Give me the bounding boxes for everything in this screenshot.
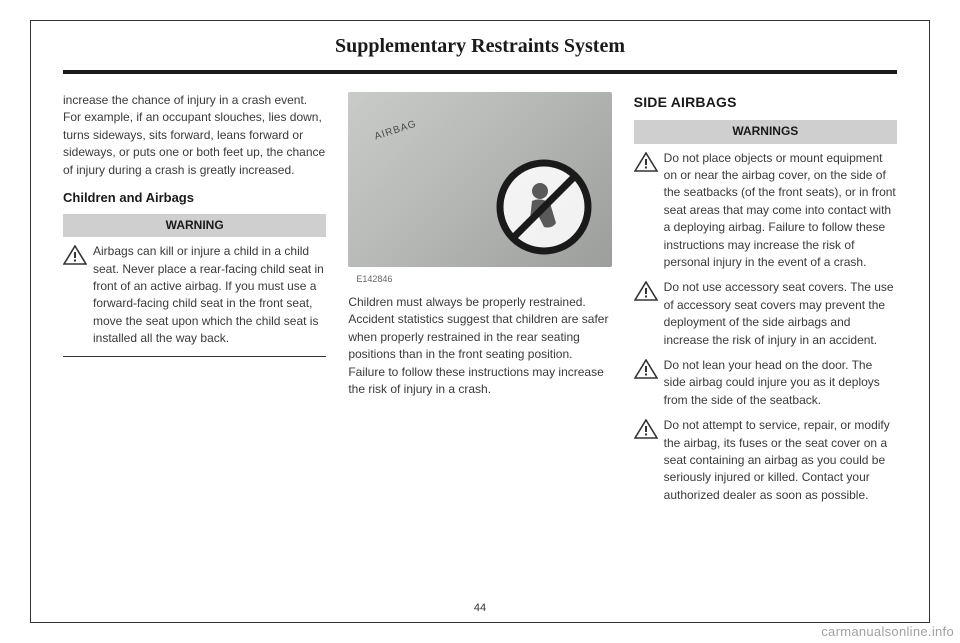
warning-block-1: Do not place objects or mount equipment …: [634, 150, 897, 272]
warning-block: Airbags can kill or injure a child in a …: [63, 243, 326, 347]
page-number: 44: [31, 602, 929, 614]
page-title: Supplementary Restraints System: [63, 35, 897, 58]
column-2: AIRBAG E142846 Children must always be p…: [348, 92, 611, 512]
column-3: SIDE AIRBAGS WARNINGS Do not place objec…: [634, 92, 897, 512]
header-divider: [63, 70, 897, 74]
warning-block-3: Do not lean your head on the door. The s…: [634, 357, 897, 409]
warning-icon: [63, 245, 87, 265]
warning-icon: [634, 419, 658, 439]
manual-page: Supplementary Restraints System increase…: [30, 20, 930, 623]
warning-block-4: Do not attempt to service, repair, or mo…: [634, 417, 897, 504]
children-restraint-paragraph: Children must always be properly restrai…: [348, 294, 611, 398]
warning-2-text: Do not use accessory seat covers. The us…: [664, 280, 894, 346]
warning-text: Airbags can kill or injure a child in a …: [93, 244, 324, 345]
airbag-figure: AIRBAG: [348, 92, 611, 267]
content-columns: increase the chance of injury in a crash…: [63, 92, 897, 512]
section-divider: [63, 356, 326, 357]
warning-icon: [634, 152, 658, 172]
warning-1-text: Do not place objects or mount equipment …: [664, 151, 896, 269]
warnings-bar: WARNINGS: [634, 120, 897, 143]
warning-icon: [634, 359, 658, 379]
watermark-text: carmanualsonline.info: [821, 624, 954, 639]
warning-4-text: Do not attempt to service, repair, or mo…: [664, 418, 890, 502]
warning-block-2: Do not use accessory seat covers. The us…: [634, 279, 897, 349]
children-airbags-heading: Children and Airbags: [63, 189, 326, 208]
intro-paragraph: increase the chance of injury in a crash…: [63, 92, 326, 179]
warning-3-text: Do not lean your head on the door. The s…: [664, 358, 880, 407]
figure-code: E142846: [356, 273, 611, 286]
warning-icon: [634, 281, 658, 301]
warning-bar: WARNING: [63, 214, 326, 237]
airbag-label-text: AIRBAG: [373, 118, 419, 145]
column-1: increase the chance of injury in a crash…: [63, 92, 326, 512]
side-airbags-heading: SIDE AIRBAGS: [634, 92, 897, 112]
prohibit-icon: [494, 157, 594, 257]
